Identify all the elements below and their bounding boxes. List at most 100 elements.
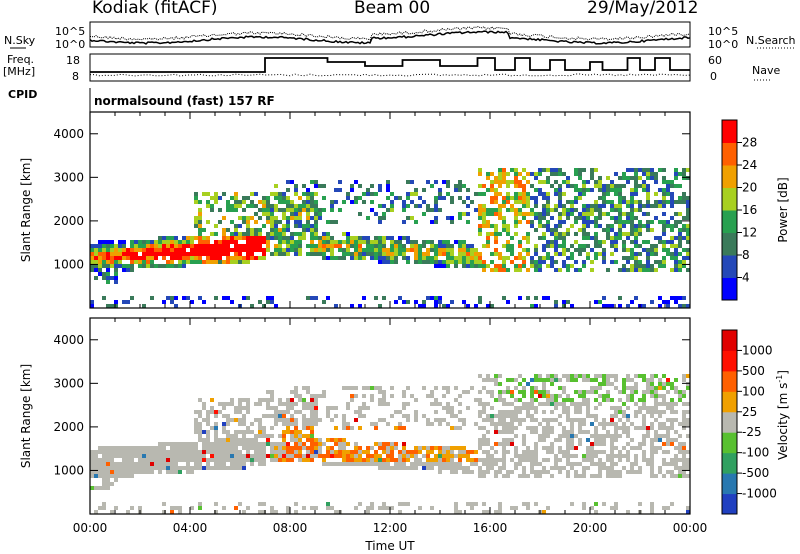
data-cell — [438, 462, 442, 466]
data-cell — [398, 296, 402, 300]
data-cell — [490, 462, 494, 466]
data-cell — [438, 196, 442, 200]
data-cell — [514, 176, 518, 180]
data-cell — [370, 506, 374, 510]
data-cell — [586, 374, 590, 378]
data-cell — [378, 418, 382, 422]
data-cell — [226, 260, 230, 264]
data-cell — [270, 300, 274, 304]
data-cell — [402, 450, 406, 454]
data-cell — [582, 402, 586, 406]
data-cell — [498, 382, 502, 386]
data-cell — [334, 454, 338, 458]
data-cell — [574, 410, 578, 414]
data-cell — [430, 394, 434, 398]
data-cell — [134, 244, 138, 248]
data-cell — [506, 422, 510, 426]
data-cell — [650, 406, 654, 410]
data-cell — [102, 458, 106, 462]
data-cell — [594, 502, 598, 506]
data-cell — [310, 398, 314, 402]
data-cell — [622, 402, 626, 406]
data-cell — [638, 268, 642, 272]
data-cell — [614, 462, 618, 466]
data-cell — [262, 430, 266, 434]
data-cell — [622, 244, 626, 248]
data-cell — [110, 304, 114, 308]
data-cell — [246, 220, 250, 224]
data-cell — [490, 224, 494, 228]
data-cell — [166, 248, 170, 252]
data-cell — [306, 212, 310, 216]
data-cell — [558, 268, 562, 272]
data-cell — [322, 390, 326, 394]
data-cell — [614, 406, 618, 410]
data-cell — [598, 474, 602, 478]
data-cell — [542, 204, 546, 208]
data-cell — [526, 446, 530, 450]
data-cell — [258, 236, 262, 240]
data-cell — [610, 252, 614, 256]
data-cell — [222, 422, 226, 426]
data-cell — [590, 474, 594, 478]
data-cell — [622, 446, 626, 450]
data-cell — [246, 506, 250, 510]
data-cell — [670, 216, 674, 220]
data-cell — [242, 260, 246, 264]
data-cell — [370, 454, 374, 458]
data-cell — [682, 378, 686, 382]
data-cell — [594, 168, 598, 172]
data-cell — [478, 414, 482, 418]
data-cell — [310, 410, 314, 414]
data-cell — [418, 252, 422, 256]
data-cell — [298, 446, 302, 450]
data-cell — [562, 260, 566, 264]
data-cell — [634, 172, 638, 176]
data-cell — [330, 248, 334, 252]
data-cell — [498, 374, 502, 378]
data-cell — [590, 442, 594, 446]
data-cell — [622, 224, 626, 228]
data-cell — [286, 240, 290, 244]
data-cell — [406, 196, 410, 200]
data-cell — [230, 256, 234, 260]
data-cell — [646, 212, 650, 216]
data-cell — [662, 200, 666, 204]
data-cell — [202, 192, 206, 196]
data-cell — [610, 470, 614, 474]
data-cell — [114, 462, 118, 466]
data-cell — [502, 244, 506, 248]
data-cell — [238, 466, 242, 470]
data-cell — [346, 240, 350, 244]
data-cell — [602, 382, 606, 386]
data-cell — [598, 188, 602, 192]
data-cell — [442, 260, 446, 264]
data-cell — [542, 196, 546, 200]
data-cell — [106, 458, 110, 462]
data-cell — [474, 462, 478, 466]
data-cell — [346, 232, 350, 236]
data-cell — [114, 260, 118, 264]
data-cell — [138, 264, 142, 268]
data-cell — [234, 192, 238, 196]
data-cell — [294, 418, 298, 422]
data-cell — [502, 430, 506, 434]
data-cell — [570, 200, 574, 204]
data-cell — [678, 184, 682, 188]
data-cell — [398, 248, 402, 252]
data-cell — [262, 196, 266, 200]
data-cell — [478, 232, 482, 236]
data-cell — [598, 462, 602, 466]
data-cell — [198, 236, 202, 240]
data-cell — [406, 204, 410, 208]
data-cell — [502, 200, 506, 204]
data-cell — [522, 450, 526, 454]
data-cell — [406, 502, 410, 506]
data-cell — [446, 216, 450, 220]
data-cell — [510, 394, 514, 398]
data-cell — [266, 236, 270, 240]
data-cell — [582, 228, 586, 232]
data-cell — [626, 176, 630, 180]
data-cell — [598, 438, 602, 442]
data-cell — [298, 212, 302, 216]
